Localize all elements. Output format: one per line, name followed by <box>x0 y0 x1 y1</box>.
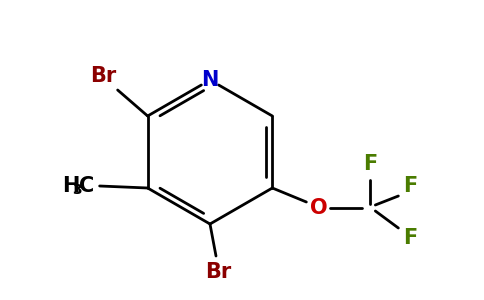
Text: O: O <box>310 198 327 218</box>
Text: 3: 3 <box>72 183 81 197</box>
Text: Br: Br <box>205 262 231 282</box>
Text: H: H <box>61 176 79 196</box>
Text: Br: Br <box>91 66 117 86</box>
Text: F: F <box>403 228 418 248</box>
Text: F: F <box>363 154 378 174</box>
Text: F: F <box>403 176 418 196</box>
Text: N: N <box>201 70 219 90</box>
Text: C: C <box>78 176 94 196</box>
